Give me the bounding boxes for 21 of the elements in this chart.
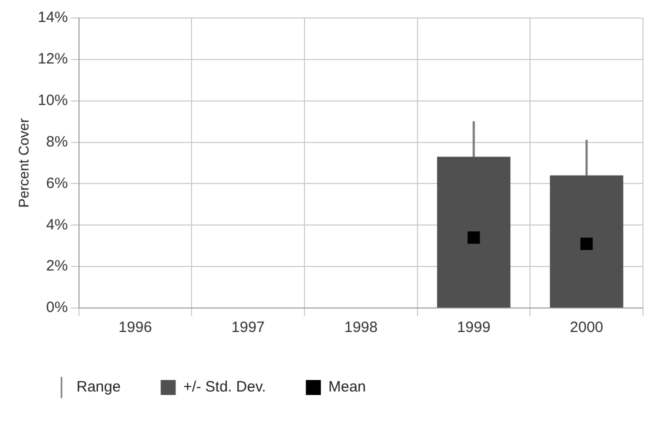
x-tick-label: 1998: [344, 319, 378, 336]
bar: [437, 156, 510, 308]
bar: [586, 140, 588, 176]
y-tick-label: 12%: [38, 50, 68, 68]
y-tick-label: 2%: [46, 258, 68, 275]
y-tick-label: 10%: [38, 92, 68, 109]
y-tick-label: 0%: [46, 299, 68, 316]
y-tick-label: 4%: [46, 216, 68, 234]
bar: [472, 121, 475, 158]
x-tick-label: 1999: [457, 319, 490, 336]
x-tick-label: 1996: [118, 319, 152, 336]
legend-label: Mean: [328, 378, 366, 396]
x-tick-label: 2000: [570, 319, 604, 336]
y-tick-label: 14%: [38, 9, 68, 26]
y-tick-label: 6%: [46, 174, 68, 192]
y-tick-label: 8%: [46, 133, 68, 150]
y-axis-title: Percent Cover: [15, 118, 32, 208]
x-tick-label: 1997: [231, 319, 265, 336]
legend-label: +/- Std. Dev.: [183, 378, 266, 396]
bar: [550, 175, 624, 308]
legend-label: Range: [76, 378, 121, 396]
